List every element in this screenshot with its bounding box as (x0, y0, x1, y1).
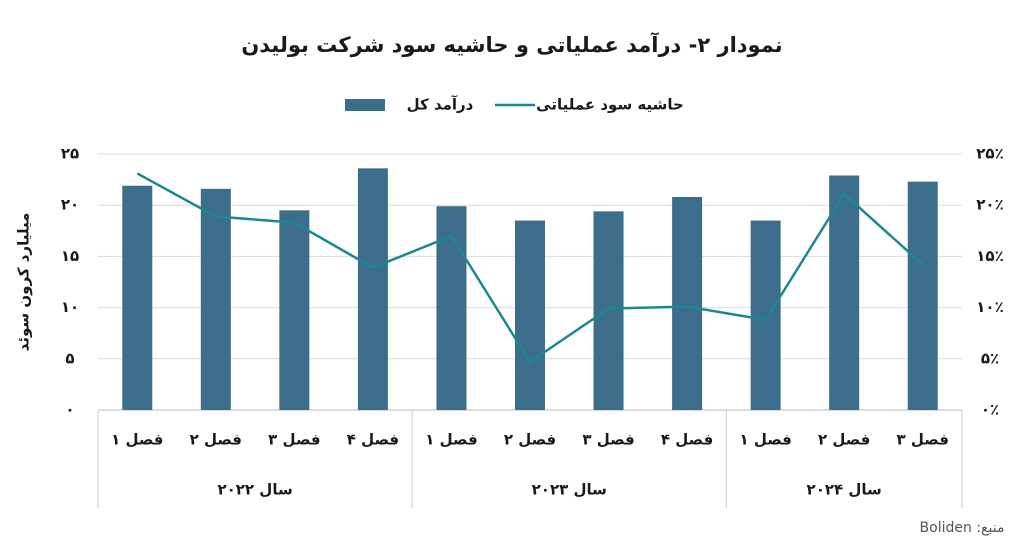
y-axis-title: میلیارد کرون سوئد (15, 213, 33, 352)
source: منبع: Boliden (920, 520, 1005, 536)
bar (750, 220, 781, 410)
x-tick-label: فصل ۲ (504, 431, 556, 449)
legend-swatch (345, 99, 385, 111)
x-tick-label: فصل ۳ (582, 431, 634, 449)
group-label: سال ۲۰۲۲ (217, 481, 292, 499)
x-tick-label: فصل ۲ (818, 431, 870, 449)
y-tick-label: ۲۵ (61, 145, 79, 163)
bar (357, 168, 388, 410)
y-tick-label: ۱۵ (61, 247, 79, 265)
y2-tick-label: ۱۰٪ (976, 298, 1003, 316)
y2-tick-label: ۲۰٪ (976, 196, 1003, 214)
y2-tick-label: ۰٪ (981, 401, 999, 419)
x-tick-label: فصل ۱ (425, 431, 477, 449)
x-tick-label: فصل ۴ (347, 431, 399, 449)
y-tick-label: ۲۰ (61, 196, 79, 214)
y-tick-label: ۱۰ (61, 298, 79, 316)
x-tick-label: فصل ۴ (661, 431, 713, 449)
bar (122, 185, 153, 410)
bar (593, 211, 624, 410)
legend-label: حاشیه سود عملیاتی (536, 96, 684, 114)
chart-title: نمودار ۲- درآمد عملیاتی و حاشیه سود شرکت… (241, 32, 782, 57)
group-label: سال ۲۰۲۳ (532, 481, 607, 499)
y-tick-label: ۰ (65, 401, 74, 419)
group-label: سال ۲۰۲۴ (807, 481, 882, 499)
bar (515, 220, 545, 410)
x-tick-label: فصل ۱ (739, 431, 791, 449)
y2-tick-label: ۵٪ (981, 349, 999, 367)
x-tick-label: فصل ۱ (111, 431, 163, 449)
bar (672, 197, 703, 410)
bar (200, 188, 231, 410)
bar (907, 181, 938, 410)
x-tick-label: فصل ۲ (190, 431, 242, 449)
x-tick-label: فصل ۳ (268, 431, 320, 449)
legend-label: درآمد کل (407, 96, 474, 114)
bar (829, 175, 860, 410)
y2-tick-label: ۱۵٪ (976, 247, 1003, 265)
x-tick-label: فصل ۳ (897, 431, 949, 449)
bar (279, 210, 310, 410)
y2-tick-label: ۲۵٪ (976, 145, 1003, 163)
line (136, 172, 924, 364)
y-tick-label: ۵ (65, 349, 74, 367)
